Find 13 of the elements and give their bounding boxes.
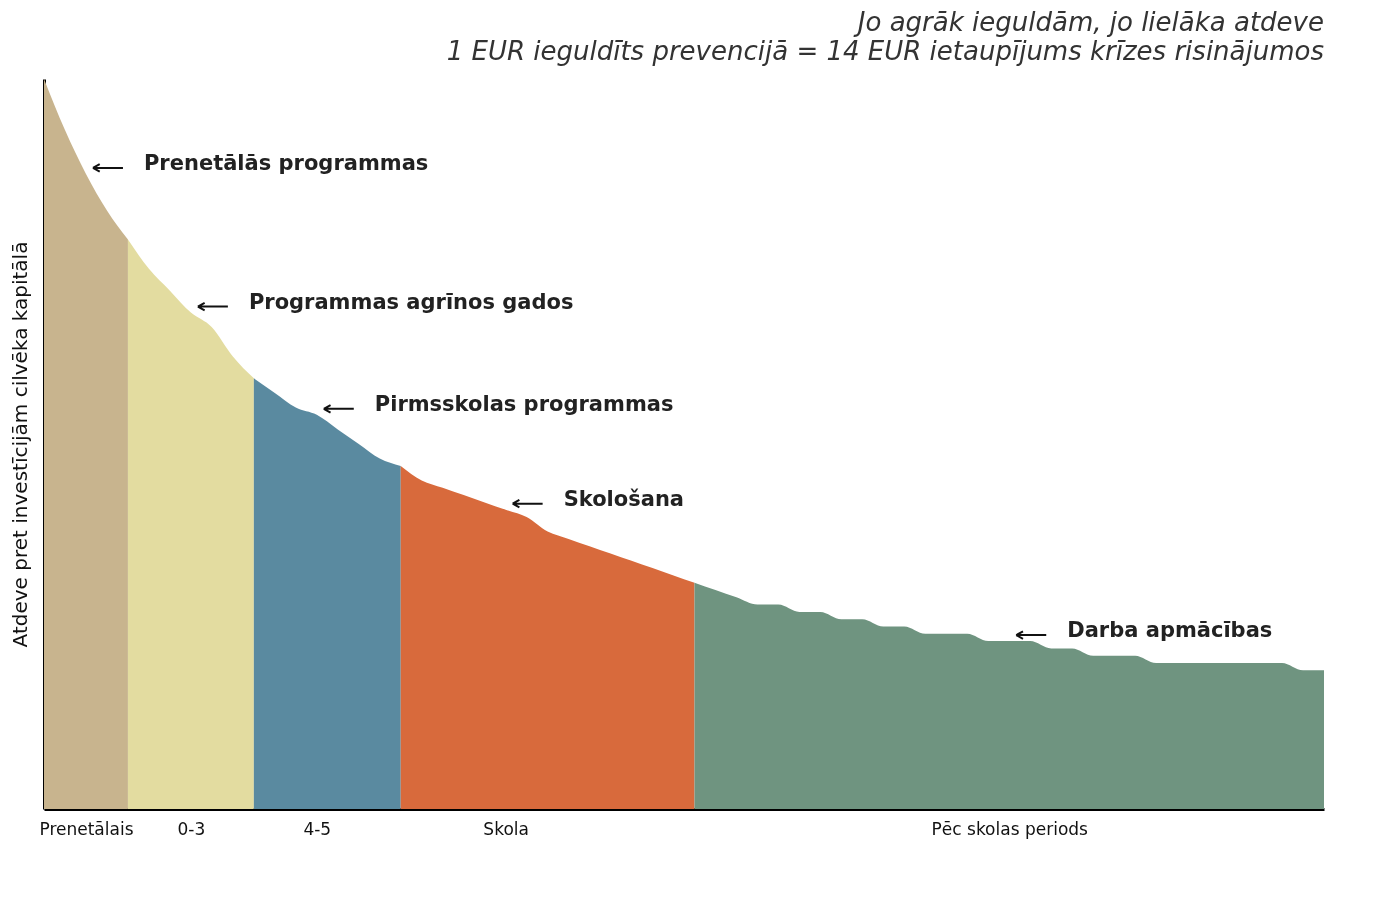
x-tick-label: Skola (483, 818, 529, 839)
annotation: Pirmsskolas programmas (374, 391, 674, 416)
annotation: Darba apmācības (1067, 618, 1273, 643)
chart-title: Jo agrāk ieguldām, jo lielāka atdeve (852, 7, 1324, 37)
x-tick-label: Prenetālais (39, 818, 134, 839)
x-tick-label: Pēc skolas periods (931, 818, 1089, 839)
annotation: Prenetālās programmas (143, 150, 429, 175)
annotation: Skološana (563, 486, 685, 511)
y-axis-title: Atdeve pret investīcijām cilvēka kapitālā (7, 241, 32, 648)
annotation: Programmas agrīnos gados (248, 289, 574, 314)
chart-subtitle: 1 EUR ieguldīts prevencijā = 14 EUR ietaupījums krīzes risinājumos (446, 36, 1324, 66)
x-tick-label: 0-3 (177, 818, 206, 839)
x-tick-label: 4-5 (303, 818, 332, 839)
